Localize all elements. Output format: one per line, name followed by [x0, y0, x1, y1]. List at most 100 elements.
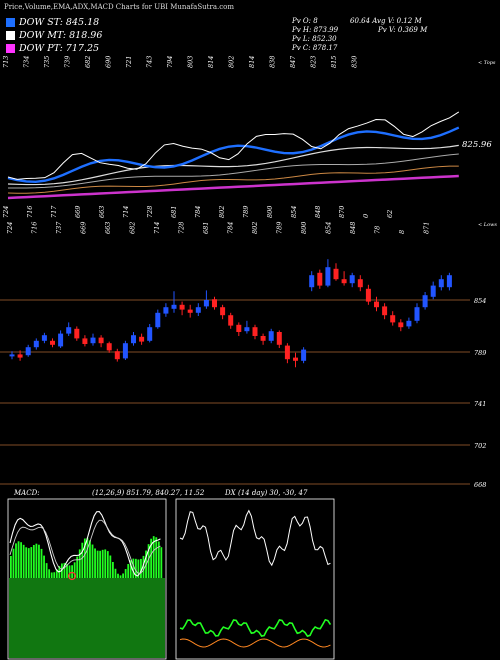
top-label: 794 — [166, 56, 174, 68]
macd-hist-bar — [89, 540, 91, 578]
macd-hist-bar — [10, 556, 12, 578]
macd-hist-bar — [76, 556, 79, 578]
macd-hist-bar — [137, 559, 140, 578]
price-level-label: 741 — [474, 400, 486, 408]
candle-body — [58, 333, 64, 347]
candle-body — [414, 307, 420, 321]
price-level-label: 789 — [474, 349, 486, 357]
candle-top-label: 681 — [202, 222, 210, 234]
bottom-label: 784 — [194, 206, 202, 218]
signal-line — [9, 519, 161, 575]
price-level-label: 854 — [474, 297, 486, 305]
candle-body — [122, 343, 128, 359]
ema-line-1 — [7, 165, 459, 194]
candle-body — [252, 327, 258, 336]
candle-body — [365, 288, 371, 302]
candle-top-label: 78 — [374, 226, 382, 234]
macd-hist-bar — [43, 555, 45, 578]
legend-dow-pt: DOW PT: 717.25 — [6, 43, 99, 54]
legend-swatch-st — [6, 18, 15, 27]
candle-body — [260, 336, 266, 341]
legend-swatch-mt — [6, 31, 15, 40]
macd-hist-bar — [119, 575, 122, 578]
overview-chart: 713 734 735 739 682 690 721 743 794 803 814 802 814 8… — [2, 56, 496, 218]
candle-body — [131, 335, 136, 344]
top-label: 803 — [187, 56, 195, 68]
bottom-label: 62 — [386, 210, 394, 218]
candle-body — [25, 347, 31, 356]
candle-top-label: 714 — [153, 222, 161, 234]
di-plus-line — [179, 618, 332, 638]
macd-hist-bar — [63, 562, 66, 578]
candle-body — [171, 304, 177, 309]
macd-hist-bar — [155, 537, 158, 578]
candle-body — [187, 309, 193, 313]
top-label: 838 — [269, 56, 277, 68]
candle-top-label: 724 — [6, 222, 14, 234]
bottom-label: 789 — [242, 206, 250, 218]
macd-hist-bar — [55, 569, 58, 578]
candle-body — [114, 351, 120, 360]
top-label: 823 — [310, 56, 318, 68]
candle-body — [163, 307, 169, 314]
candle-body — [382, 306, 388, 316]
macd-hist-bar — [122, 573, 124, 578]
candle-body — [139, 336, 145, 342]
top-label: 739 — [64, 56, 72, 68]
macd-hist-bar — [35, 543, 38, 578]
candle-body — [333, 268, 339, 280]
ohlc-high: Pv H: 873.99 — [292, 26, 339, 34]
candle-body — [406, 320, 412, 327]
candle-top-label: 8 — [398, 230, 406, 234]
candle-body — [325, 267, 331, 286]
top-label: 814 — [248, 56, 256, 68]
macd-hist-bar — [32, 545, 35, 578]
macd-hist-bar — [48, 569, 51, 578]
adx-label: DX — [225, 489, 236, 497]
candle-body — [349, 275, 355, 284]
macd-hist-bar — [73, 562, 76, 578]
candle-top-label: 800 — [300, 222, 308, 234]
macd-hist-bar — [104, 549, 107, 578]
top-label: 814 — [207, 56, 215, 68]
price-level-label: 668 — [474, 481, 486, 488]
macd-hist-bar — [109, 555, 112, 578]
candle-top-label: 682 — [129, 222, 137, 234]
di-minus-line — [179, 638, 331, 648]
legend-label-pt: DOW PT: 717.25 — [19, 43, 100, 54]
bottom-label: 717 — [50, 205, 58, 218]
macd-hist-bar — [152, 536, 155, 578]
macd-hist-bar — [117, 573, 119, 578]
dow-pt-line — [7, 174, 459, 200]
macd-hist-bar — [68, 565, 71, 578]
macd-hist-bar — [96, 550, 99, 578]
bottom-label: 669 — [74, 206, 82, 218]
candle-body — [195, 307, 201, 313]
ohlc-high-right: Pv V: 0.369 M — [378, 26, 428, 34]
bottom-label: 714 — [122, 206, 130, 218]
macd-hist-bar — [132, 558, 135, 578]
legend-label-st: DOW ST: 845.18 — [19, 17, 100, 28]
ohlc-open-right: 60.64 Avg V: 0.12 M — [350, 17, 422, 25]
candle-body — [398, 322, 404, 328]
candle-top-label: 728 — [178, 222, 186, 234]
macd-hist-bar — [27, 548, 30, 578]
candle-body — [390, 315, 396, 323]
bottom-label: 848 — [314, 206, 322, 218]
macd-hist-bar — [106, 551, 109, 578]
macd-hist-bar — [99, 550, 102, 578]
candle-body — [293, 357, 298, 361]
lows-label: < Lows — [478, 222, 497, 228]
top-label: 802 — [228, 56, 236, 68]
macd-hist-bar — [160, 547, 163, 578]
dow-mt-line — [7, 144, 459, 186]
candle-body — [309, 275, 315, 288]
macd-hist-bar — [140, 558, 142, 578]
macd-hist-bar — [81, 542, 84, 578]
bottom-label: 728 — [146, 206, 154, 218]
candle-body — [147, 327, 153, 341]
candle-body — [98, 337, 104, 344]
macd-hist-bar — [129, 560, 132, 578]
top-label: 735 — [43, 56, 51, 68]
macd-hist-bar — [30, 547, 33, 578]
